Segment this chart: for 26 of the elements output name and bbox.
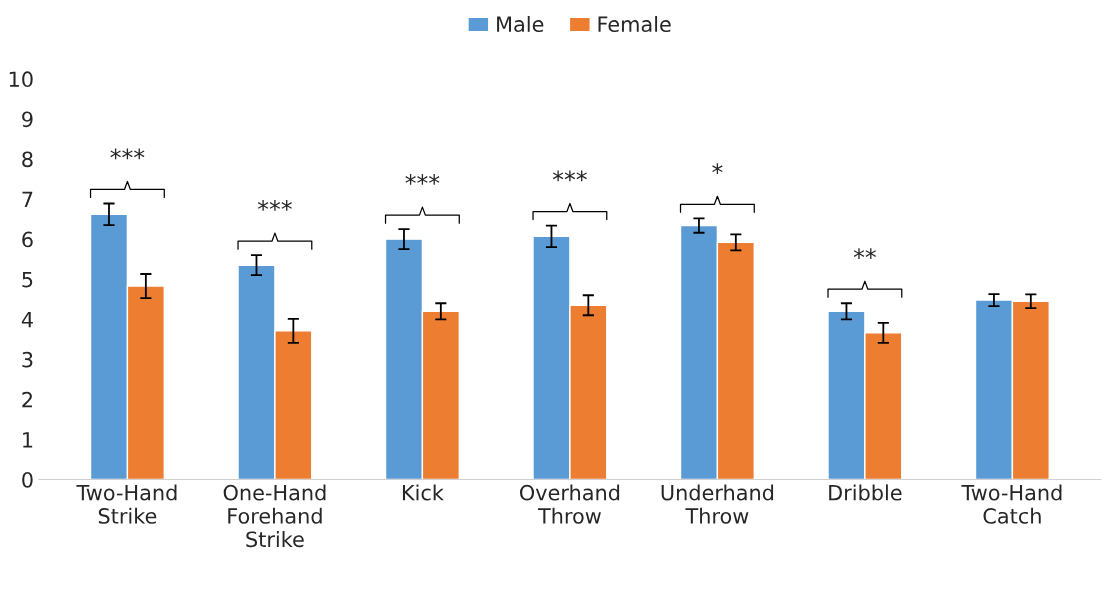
x-tick-label: Two-Hand Strike <box>76 484 177 524</box>
y-tick-label: 3 <box>22 351 33 368</box>
y-tick-label: 10 <box>9 71 33 88</box>
y-tick-label: 4 <box>21 312 33 328</box>
x-tick-label: Two-Hand Catch <box>961 484 1062 524</box>
x-tick-label: Overhand Throw <box>519 484 620 524</box>
y-tick-label: 5 <box>22 271 33 288</box>
y-tick-label: 1 <box>23 432 33 448</box>
annotation: *** <box>552 170 587 182</box>
legend-label: Female <box>598 15 671 33</box>
annotation: *** <box>110 148 145 160</box>
y-tick-label: 2 <box>22 391 32 408</box>
annotation: *** <box>257 200 292 211</box>
y-tick-label: 6 <box>22 231 33 248</box>
annotation: ** <box>853 248 876 259</box>
x-tick-label: Kick <box>402 484 444 501</box>
legend-label: Male <box>497 15 544 33</box>
y-tick-label: 9 <box>22 111 33 128</box>
annotation: *** <box>405 174 440 185</box>
y-tick-label: 8 <box>22 151 33 168</box>
y-tick-label: 7 <box>22 191 33 208</box>
x-tick-label: Dribble <box>829 484 902 501</box>
y-tick-label: 0 <box>22 471 33 488</box>
x-tick-label: One-Hand Forehand Strike <box>223 484 326 548</box>
x-tick-label: Underhand Throw <box>661 484 774 524</box>
annotation: * <box>712 163 723 175</box>
